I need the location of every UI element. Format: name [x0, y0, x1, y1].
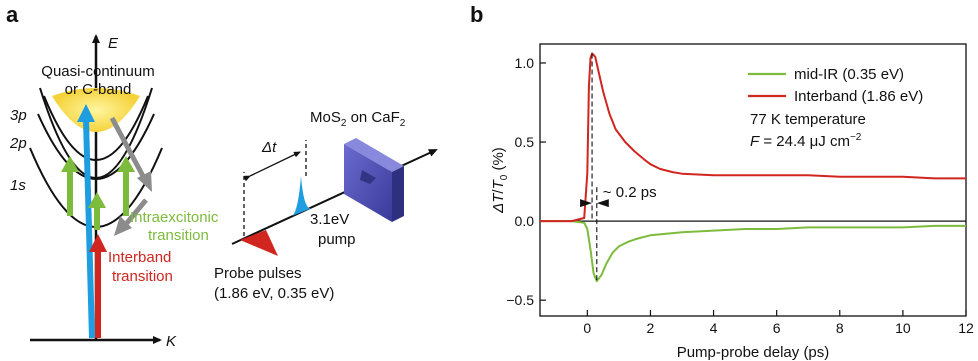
x-tick-label: 8 [836, 320, 844, 336]
panel-a-letter: a [6, 2, 19, 27]
y-axis-label: ΔT/T0 (%) [490, 147, 510, 214]
level-label-3p: 3p [10, 107, 27, 124]
x-tick-label: 2 [647, 320, 655, 336]
delay-arrow [243, 151, 301, 182]
level-label-2p: 2p [9, 135, 27, 152]
intraexcitonic-label-line2: transition [148, 227, 209, 244]
axis-ticks: 0 2 4 6 8 10 12 −0.5 0.0 0.5 1.0 [506, 55, 974, 336]
interband-label-line2: transition [112, 268, 173, 285]
y-tick-label: 0.0 [515, 213, 535, 229]
x-axis-label: Pump-probe delay (ps) [677, 344, 830, 361]
relaxation-arrow-gray-2-head [114, 216, 132, 236]
x-tick-label: 6 [773, 320, 781, 336]
x-tick-label: 4 [710, 320, 718, 336]
legend-label-mid-ir: mid-IR (0.35 eV) [794, 66, 904, 83]
series-line-interband [540, 52, 966, 223]
pump-pulse [292, 176, 312, 216]
beam-line [231, 149, 438, 245]
panel-a: a E K 3p 2p 1s Quasi-continuum or C-band [6, 2, 438, 350]
delay-label: Δt [261, 139, 277, 156]
intraexcitonic-arrow-green-mid-head [88, 192, 106, 208]
delay-annotation-arrow-left [580, 199, 593, 208]
delay-annotation: ~ 0.2 ps [603, 184, 657, 201]
band-curve-outer [39, 87, 153, 179]
continuum-glow [52, 88, 140, 132]
sample-slab [344, 138, 404, 222]
continuum-label-line1: Quasi-continuum [41, 63, 154, 80]
band-curve-3p [43, 95, 149, 161]
y-tick-label: 0.5 [515, 134, 535, 150]
probe-label-line1: Probe pulses [214, 265, 302, 282]
relaxation-arrow-gray-1 [109, 116, 147, 180]
panel-b: b 0 2 4 6 8 10 12 −0.5 0.0 0.5 1.0 ~ 0.2 ps mid-IR… [470, 2, 974, 361]
probe-pulse [240, 230, 278, 256]
intraexcitonic-arrow-green-right-head [117, 156, 135, 172]
pump-label-line2: pump [318, 231, 356, 248]
relaxation-arrow-gray-1-head [137, 171, 152, 192]
x-tick-label: 10 [895, 320, 911, 336]
band-curve-2p [37, 113, 155, 180]
intraexcitonic-label-line1: Intraexcitonic [130, 209, 219, 226]
energy-axis-label: E [108, 35, 119, 52]
y-tick-label: −0.5 [506, 292, 534, 308]
legend-label-interband: Interband (1.86 eV) [794, 88, 923, 105]
interband-label-line1: Interband [108, 249, 171, 266]
legend: mid-IR (0.35 eV) Interband (1.86 eV) [748, 66, 923, 105]
relaxation-arrow-gray-2 [124, 198, 148, 226]
pump-arrow-blue-head [77, 104, 95, 122]
continuum-label-line2: or C-band [65, 81, 132, 98]
sample-label: MoS2 on CaF2 [310, 109, 406, 129]
probe-label-line2: (1.86 eV, 0.35 eV) [214, 285, 334, 302]
interband-arrow-red-head [89, 234, 107, 252]
plot-frame [539, 43, 967, 317]
delay-annotation-arrow-right [596, 199, 609, 208]
level-label-1s: 1s [10, 177, 26, 194]
momentum-axis-label: K [166, 333, 177, 350]
fluence-note: F = 24.4 μJ cm−2 [750, 132, 862, 150]
series-line-mid-ir [540, 220, 966, 283]
pump-label-line1: 3.1eV [310, 211, 349, 228]
panel-b-letter: b [470, 2, 483, 27]
intraexcitonic-arrow-green-left-head [61, 156, 79, 172]
y-tick-label: 1.0 [515, 55, 535, 71]
x-tick-label: 12 [958, 320, 974, 336]
x-tick-label: 0 [583, 320, 591, 336]
transition-arrows [61, 104, 152, 339]
temperature-note: 77 K temperature [750, 111, 866, 128]
pump-arrow-blue [83, 119, 95, 339]
